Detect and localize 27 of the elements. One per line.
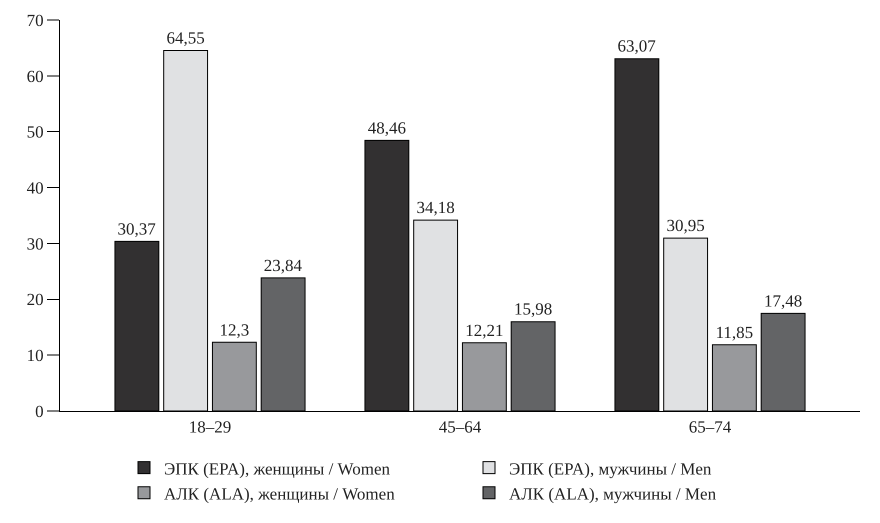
y-tick-label: 60 [26,66,44,86]
text: 34,18 [416,198,455,218]
y-tick-label: 20 [26,290,44,310]
y-tick-label: 10 [26,346,44,366]
legend-label: АЛК (ALA), мужчины / Men [509,484,717,504]
x-tick-label: 18–29 [188,417,232,436]
text: 12,21 [465,320,504,340]
text: 23,84 [264,256,302,275]
text: 30,37 [118,219,156,238]
legend-label: ЭПК (EPA), мужчины / Men [509,459,712,478]
text: 30,95 [666,216,705,236]
y-tick-label: 0 [35,402,44,421]
text: 11,85 [716,322,754,342]
text: 17,48 [764,291,802,310]
text: 63,07 [618,36,656,56]
x-tick-label: 65–74 [688,417,732,436]
y-tick-label: 30 [26,234,44,254]
text: 48,46 [368,118,406,138]
y-tick-label: 40 [26,178,44,198]
legend-label: ЭПК (EPA), женщины / Women [164,459,391,478]
y-tick-label: 70 [26,10,44,30]
y-tick-label: 50 [26,122,44,142]
x-tick-label: 45–64 [438,417,482,436]
text: 15,98 [514,300,552,319]
text: 64,55 [166,28,205,48]
legend-label: АЛК (ALA), женщины / Women [164,484,396,504]
text: 12,3 [220,320,250,340]
